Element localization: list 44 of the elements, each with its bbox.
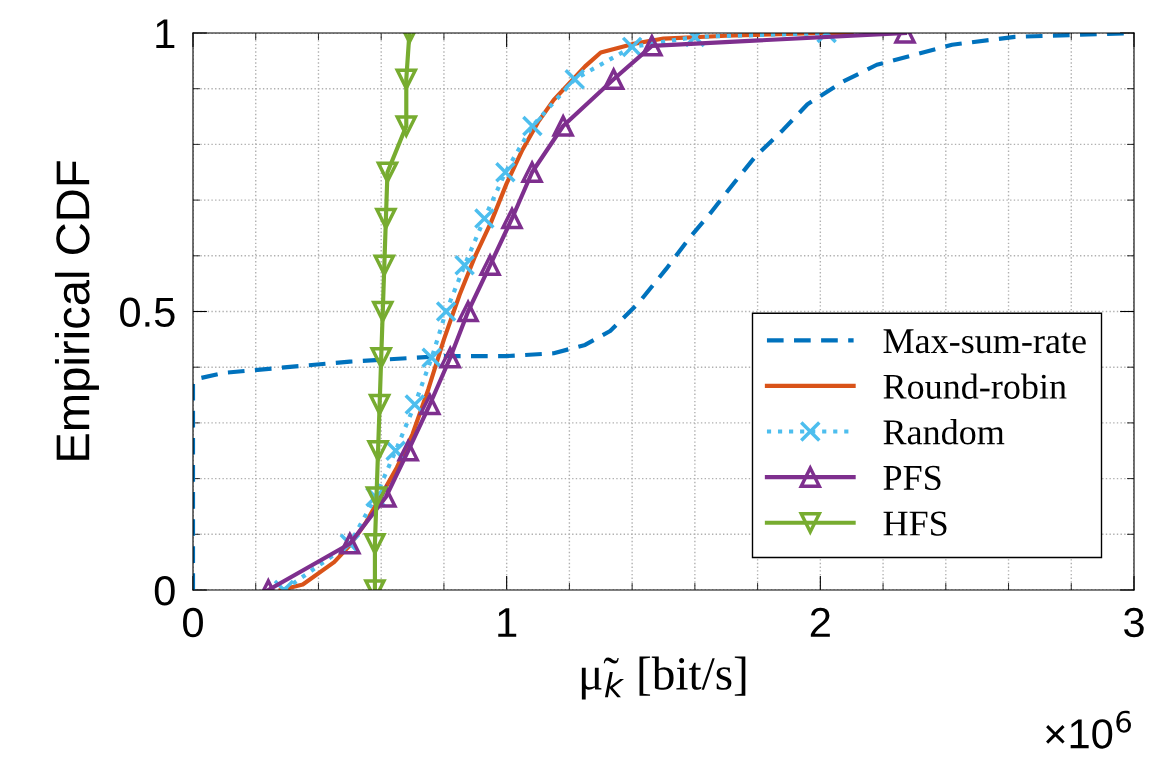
point <box>376 161 399 184</box>
legend-label: Random <box>883 419 1005 445</box>
y-tick-label: 0.5 <box>120 297 175 328</box>
legend-label: HFS <box>883 511 947 536</box>
y-axis-title: Empirical CDF <box>54 161 99 460</box>
point <box>435 300 457 323</box>
point <box>641 35 663 57</box>
text: ×10$^{6}$ <box>1046 710 1131 749</box>
point <box>563 68 586 90</box>
point <box>473 207 496 230</box>
point <box>438 344 462 369</box>
point <box>453 254 476 277</box>
legend-label: PFS <box>883 465 941 491</box>
point <box>418 391 442 416</box>
point <box>375 207 397 230</box>
legend-label: Max-sum-rate <box>883 329 1086 354</box>
x-tick-label: 1 <box>498 608 517 637</box>
x-tick-label: 2 <box>810 607 830 637</box>
point <box>478 252 502 277</box>
point <box>500 205 524 230</box>
point <box>372 300 394 323</box>
x-tick-label: 0 <box>183 607 203 638</box>
legend-label: Round-robin <box>883 373 1067 399</box>
point <box>373 254 396 277</box>
point <box>456 298 480 323</box>
point <box>395 68 418 90</box>
x-axis-title: μ̃$_{k}$ [bit/s] <box>581 656 746 700</box>
point <box>521 161 543 184</box>
point <box>552 115 574 137</box>
y-tick-label: 1 <box>156 19 175 49</box>
point <box>397 439 419 462</box>
point <box>368 393 391 416</box>
point <box>621 36 643 58</box>
point <box>494 161 517 184</box>
point <box>364 533 386 555</box>
point <box>367 439 389 462</box>
x-tick-label: 3 <box>1124 607 1144 638</box>
point <box>602 68 625 90</box>
point <box>420 346 443 369</box>
point <box>370 346 392 369</box>
point <box>395 115 418 137</box>
y-tick-label: 0 <box>154 576 175 606</box>
point <box>521 115 544 137</box>
point <box>403 393 426 416</box>
